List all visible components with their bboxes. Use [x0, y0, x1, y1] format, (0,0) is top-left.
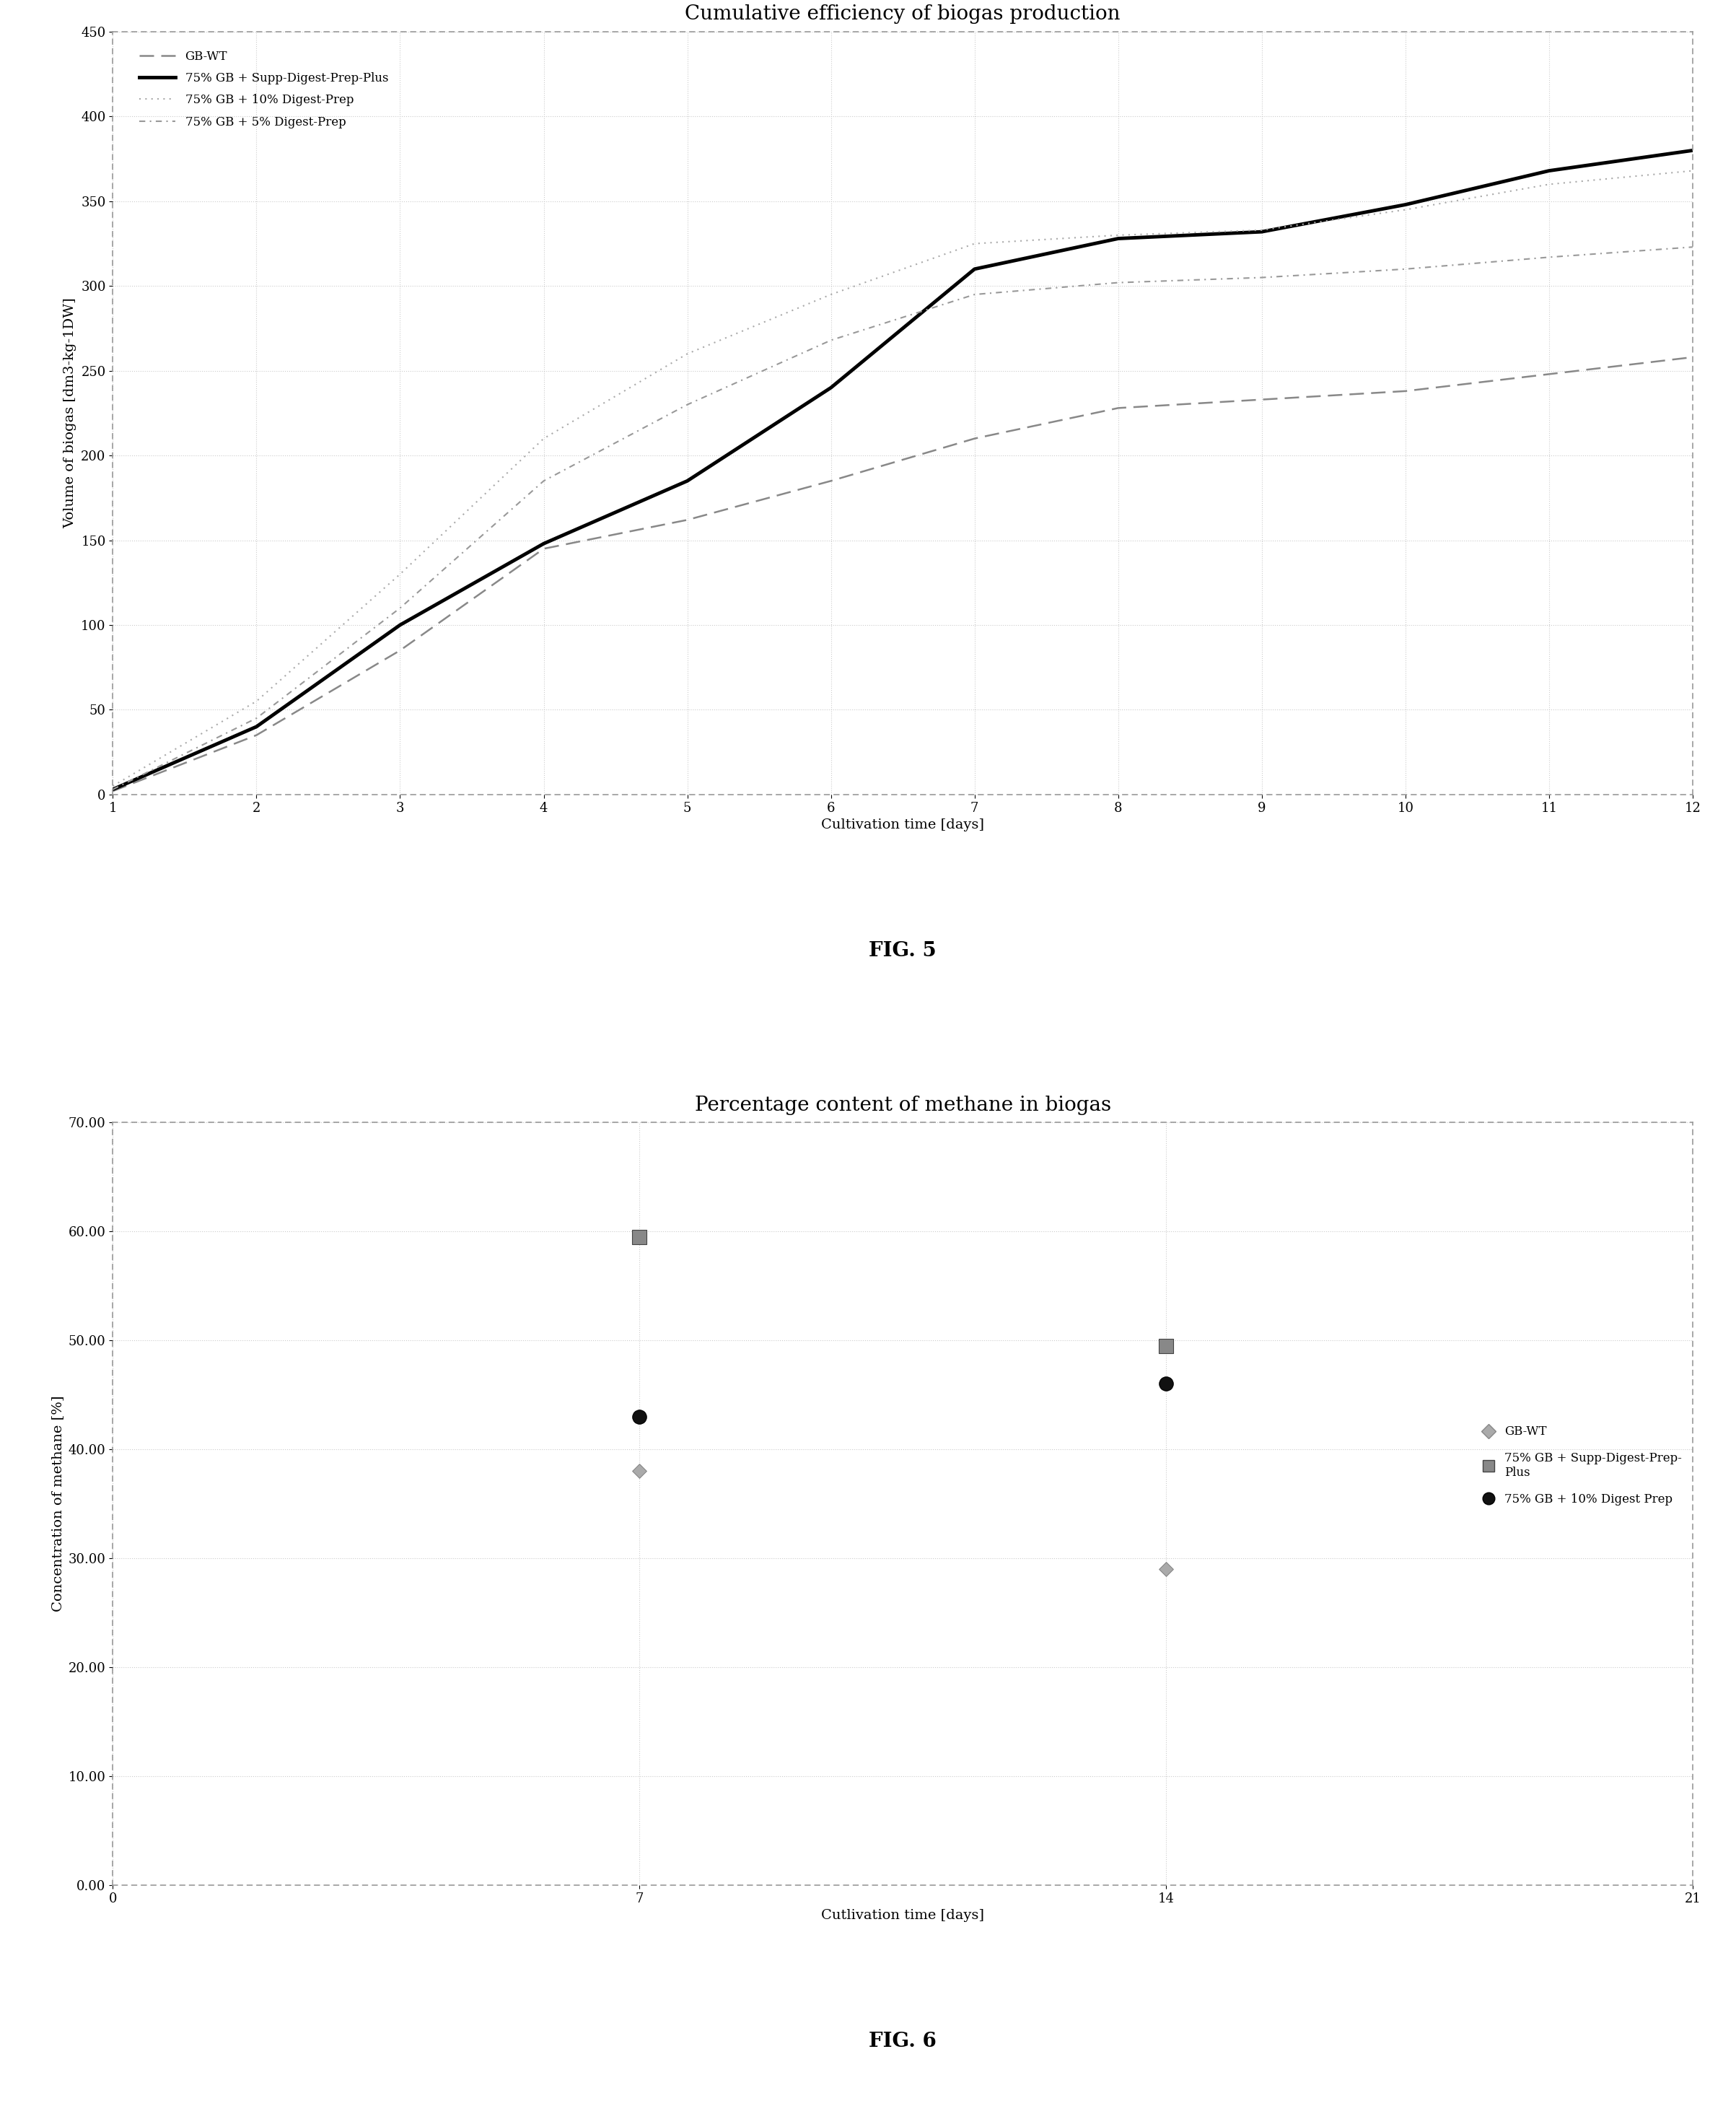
X-axis label: Cutlivation time [days]: Cutlivation time [days] — [821, 1909, 984, 1922]
Title: Cumulative efficiency of biogas production: Cumulative efficiency of biogas producti… — [686, 4, 1120, 23]
Point — [625, 1401, 653, 1435]
Point — [1153, 1553, 1180, 1587]
Point — [1153, 1329, 1180, 1363]
Point — [625, 1454, 653, 1488]
Point — [625, 1221, 653, 1254]
Y-axis label: Volume of biogas [dm3-kg-1DW]: Volume of biogas [dm3-kg-1DW] — [64, 299, 76, 528]
Title: Percentage content of methane in biogas: Percentage content of methane in biogas — [694, 1096, 1111, 1115]
Y-axis label: Concentration of methane [%]: Concentration of methane [%] — [52, 1396, 64, 1613]
Legend: GB-WT, 75% GB + Supp-Digest-Prep-
Plus, 75% GB + 10% Digest Prep: GB-WT, 75% GB + Supp-Digest-Prep- Plus, … — [1477, 1422, 1687, 1511]
Text: FIG. 5: FIG. 5 — [870, 941, 936, 960]
Text: FIG. 6: FIG. 6 — [868, 2032, 937, 2051]
X-axis label: Cultivation time [days]: Cultivation time [days] — [821, 818, 984, 831]
Point — [1153, 1367, 1180, 1401]
Legend: GB-WT, 75% GB + Supp-Digest-Prep-Plus, 75% GB + 10% Digest-Prep, 75% GB + 5% Dig: GB-WT, 75% GB + Supp-Digest-Prep-Plus, 7… — [135, 44, 392, 133]
